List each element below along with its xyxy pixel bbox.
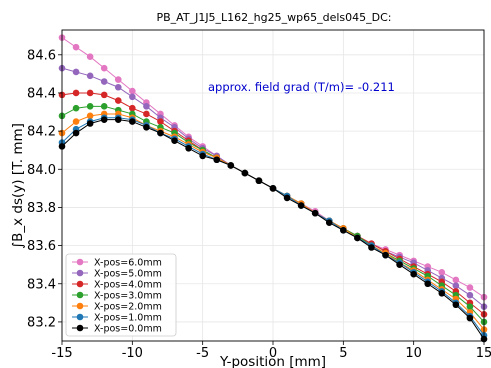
x-tick-label: -10 — [122, 346, 143, 361]
data-point — [72, 68, 80, 76]
data-point — [143, 103, 150, 110]
x-tick-label: 10 — [405, 346, 422, 361]
data-point — [72, 104, 80, 112]
data-point — [438, 269, 446, 276]
x-tick-label: -15 — [51, 346, 72, 361]
data-point — [129, 93, 136, 101]
legend-swatch-marker — [76, 280, 84, 288]
data-point — [466, 314, 474, 322]
x-tick-label: 5 — [339, 346, 347, 361]
data-point — [72, 118, 80, 125]
data-point — [143, 110, 150, 118]
data-point — [129, 118, 136, 125]
y-tick-label: 83.6 — [27, 239, 56, 254]
data-point — [86, 120, 94, 127]
legend-swatch-marker — [76, 291, 84, 299]
data-point — [129, 87, 136, 95]
y-tick-label: 83.8 — [27, 201, 56, 216]
data-point — [269, 185, 277, 192]
legend-swatch-marker — [76, 258, 84, 266]
ticks: -15 -10 -5 0 5 10 15 83.2 83.4 83.6 83.8 84.0 84.2 84… — [27, 48, 491, 361]
data-point — [396, 261, 403, 268]
y-axis-label: ∫B_x ds(y) [T. mm] — [10, 123, 26, 249]
legend-swatch-marker — [76, 324, 84, 332]
data-point — [466, 303, 474, 310]
legend-swatch-marker — [76, 302, 84, 310]
data-point — [185, 144, 192, 152]
data-point — [143, 124, 150, 131]
y-tick-label: 83.4 — [27, 277, 56, 292]
y-tick-label: 84.4 — [27, 86, 56, 101]
legend: X-pos=6.0mmX-pos=5.0mmX-pos=4.0mmX-pos=3… — [65, 253, 177, 337]
y-tick-label: 84.6 — [27, 48, 56, 63]
legend-box — [65, 253, 177, 337]
data-point — [424, 280, 432, 288]
legend-label: X-pos=5.0mm — [94, 269, 162, 280]
data-point — [86, 112, 94, 120]
data-point — [438, 290, 446, 297]
y-tick-label: 83.2 — [27, 315, 56, 330]
data-point — [129, 104, 136, 112]
data-point — [100, 78, 108, 85]
legend-label: X-pos=4.0mm — [94, 280, 162, 291]
annotation-text: approx. field grad (T/m)= -0.211 — [208, 80, 395, 94]
data-point — [171, 137, 178, 144]
data-point — [157, 129, 164, 137]
x-tick-label: 15 — [476, 346, 491, 361]
legend-label: X-pos=2.0mm — [94, 302, 162, 313]
data-point — [452, 301, 460, 309]
legend-label: X-pos=6.0mm — [94, 258, 162, 269]
data-point — [86, 53, 94, 61]
data-point — [255, 177, 263, 185]
legend-swatch-marker — [76, 313, 84, 321]
data-point — [100, 116, 108, 123]
data-point — [114, 76, 122, 83]
legend-label: X-pos=3.0mm — [94, 291, 162, 302]
data-point — [452, 282, 460, 289]
data-point — [340, 227, 347, 234]
data-point — [114, 83, 122, 91]
data-point — [199, 152, 206, 160]
x-tick-label: 0 — [269, 346, 277, 361]
legend-label: X-pos=0.0mm — [94, 324, 162, 335]
data-point — [368, 244, 375, 251]
data-point — [72, 43, 80, 51]
y-tick-label: 84.0 — [27, 163, 56, 178]
data-point — [354, 234, 361, 242]
data-point — [297, 202, 305, 209]
data-point — [72, 129, 80, 137]
data-point — [311, 209, 319, 217]
data-point — [382, 251, 389, 259]
data-point — [72, 89, 80, 97]
data-point — [86, 89, 94, 97]
chart-title: PB_AT_J1J5_L162_hg25_wp65_dels045_DC: — [157, 11, 392, 24]
y-tick-label: 84.2 — [27, 125, 56, 140]
data-point — [283, 194, 291, 202]
data-point — [100, 91, 108, 99]
data-point — [86, 103, 94, 110]
data-point — [86, 72, 94, 80]
data-point — [325, 219, 333, 227]
data-point — [452, 276, 460, 284]
data-point — [157, 118, 164, 125]
data-point — [213, 156, 221, 164]
data-point — [100, 64, 108, 72]
data-point — [410, 270, 417, 278]
data-point — [466, 284, 474, 291]
data-point — [466, 291, 474, 299]
x-tick-label: -5 — [196, 346, 209, 361]
data-point — [114, 116, 122, 123]
data-point — [114, 97, 122, 104]
legend-swatch-marker — [76, 269, 84, 277]
data-point — [241, 169, 249, 177]
x-axis-label: Y-position [mm] — [219, 354, 326, 368]
data-point — [227, 162, 235, 169]
data-point — [100, 103, 108, 110]
legend-label: X-pos=1.0mm — [94, 313, 162, 324]
